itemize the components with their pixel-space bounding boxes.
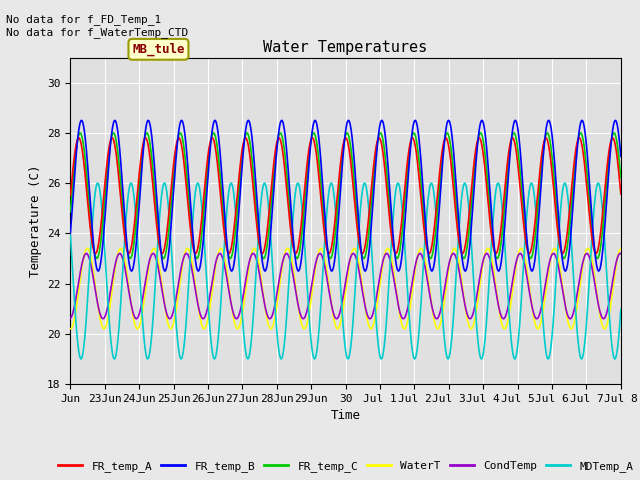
Title: Water Temperatures: Water Temperatures: [264, 40, 428, 55]
X-axis label: Time: Time: [331, 409, 360, 422]
Y-axis label: Temperature (C): Temperature (C): [29, 165, 42, 277]
Legend: FR_temp_A, FR_temp_B, FR_temp_C, WaterT, CondTemp, MDTemp_A: FR_temp_A, FR_temp_B, FR_temp_C, WaterT,…: [54, 456, 637, 476]
Text: MB_tule: MB_tule: [132, 43, 185, 56]
Text: No data for f_FD_Temp_1
No data for f_WaterTemp_CTD: No data for f_FD_Temp_1 No data for f_Wa…: [6, 14, 189, 38]
